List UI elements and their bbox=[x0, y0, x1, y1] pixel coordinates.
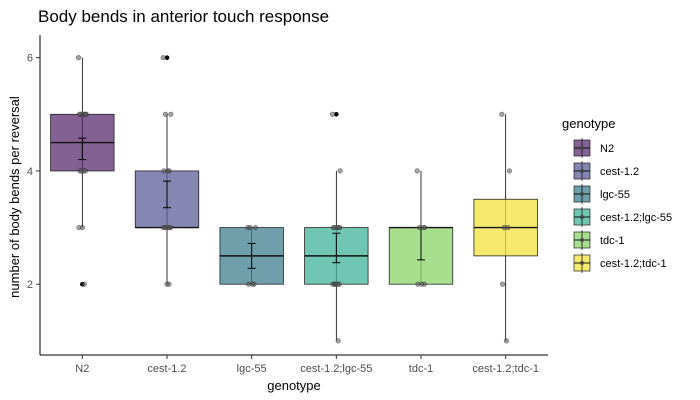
legend-item: cest-1.2;lgc-55 bbox=[573, 207, 672, 227]
data-point bbox=[160, 55, 166, 61]
data-point bbox=[500, 281, 506, 287]
x-tick-label: tdc-1 bbox=[409, 363, 433, 375]
data-point bbox=[330, 111, 336, 117]
legend-label: cest-1.2;lgc-55 bbox=[600, 212, 672, 224]
box-group bbox=[304, 111, 369, 344]
box-group bbox=[388, 168, 454, 287]
data-point bbox=[249, 281, 255, 287]
legend-point bbox=[580, 261, 584, 265]
data-point bbox=[247, 225, 253, 231]
box-group bbox=[219, 225, 284, 287]
plot-area bbox=[50, 55, 538, 344]
data-point bbox=[168, 111, 174, 117]
data-point bbox=[421, 281, 427, 287]
data-point bbox=[337, 168, 343, 174]
y-axis-title: number of body bends per reversal bbox=[7, 96, 22, 298]
legend-item: cest-1.2 bbox=[573, 161, 639, 181]
legend-item: tdc-1 bbox=[573, 230, 624, 250]
y-tick-label: 2 bbox=[27, 279, 33, 291]
box-group bbox=[134, 55, 200, 287]
data-point bbox=[167, 225, 173, 231]
outlier-point bbox=[164, 55, 170, 60]
legend-label: N2 bbox=[600, 143, 614, 155]
data-point bbox=[503, 338, 509, 344]
legend-item: cest-1.2;tdc-1 bbox=[573, 253, 667, 273]
y-tick-label: 6 bbox=[27, 53, 33, 65]
x-tick-label: N2 bbox=[75, 363, 89, 375]
legend-label: tdc-1 bbox=[600, 235, 624, 247]
data-point bbox=[499, 111, 505, 117]
data-point bbox=[335, 338, 341, 344]
data-point bbox=[414, 168, 420, 174]
x-axis-title: genotype bbox=[267, 378, 321, 393]
data-point bbox=[161, 225, 167, 231]
box-group bbox=[473, 111, 538, 344]
data-point bbox=[82, 168, 88, 174]
data-point bbox=[165, 168, 171, 174]
data-point bbox=[337, 225, 343, 231]
data-point bbox=[83, 111, 89, 117]
data-point bbox=[166, 281, 172, 287]
x-axis-ticks: N2 cest-1.2 lgc-55 cest-1.2;lgc-55 tdc-1 cest… bbox=[75, 355, 539, 375]
x-tick-label: cest-1.2;tdc-1 bbox=[472, 363, 539, 375]
y-axis-ticks: 2 4 6 bbox=[27, 53, 40, 291]
legend-label: lgc-55 bbox=[600, 189, 630, 201]
x-tick-label: cest-1.2;lgc-55 bbox=[300, 363, 372, 375]
chart-title: Body bends in anterior touch response bbox=[38, 7, 329, 26]
data-point bbox=[420, 225, 426, 231]
legend-point bbox=[580, 215, 584, 219]
x-tick-label: cest-1.2 bbox=[147, 363, 186, 375]
data-point bbox=[333, 281, 339, 287]
legend-item: lgc-55 bbox=[573, 184, 630, 204]
data-point bbox=[506, 168, 512, 174]
data-point bbox=[76, 55, 82, 61]
data-point bbox=[81, 281, 87, 287]
data-point bbox=[79, 225, 85, 231]
legend-point bbox=[580, 192, 584, 196]
data-point bbox=[252, 225, 258, 231]
data-point bbox=[162, 111, 168, 117]
legend-label: cest-1.2;tdc-1 bbox=[600, 258, 667, 270]
legend-point bbox=[580, 146, 584, 150]
box-group bbox=[50, 55, 115, 287]
data-point bbox=[505, 225, 511, 231]
legend-label: cest-1.2 bbox=[600, 166, 639, 178]
legend-point bbox=[580, 238, 584, 242]
legend: genotype N2 cest-1.2 lgc-55 cest-1.2;lgc-55… bbox=[562, 116, 672, 273]
x-tick-label: lgc-55 bbox=[237, 363, 267, 375]
legend-item: N2 bbox=[573, 138, 614, 158]
legend-point bbox=[580, 169, 584, 173]
y-tick-label: 4 bbox=[27, 166, 33, 178]
legend-title: genotype bbox=[562, 116, 616, 131]
outlier-point bbox=[334, 111, 339, 117]
